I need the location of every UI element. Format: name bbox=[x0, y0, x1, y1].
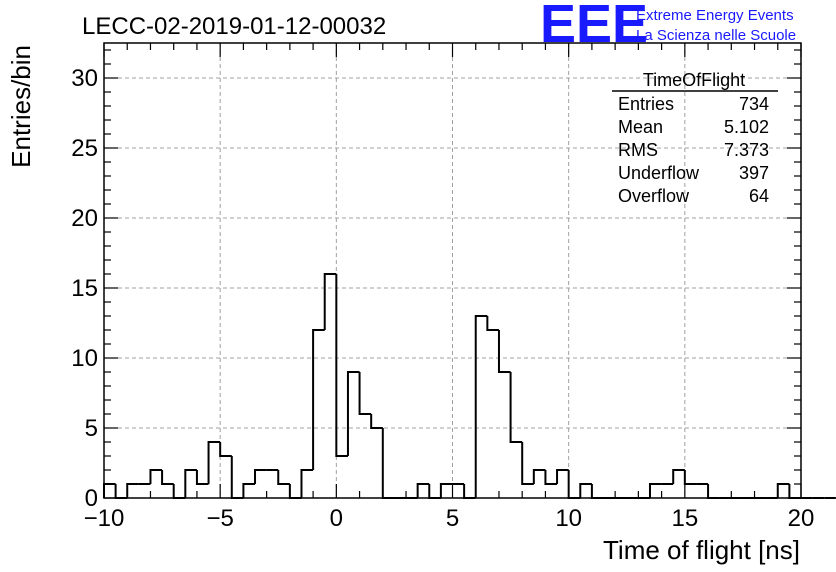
stats-row-value: 5.102 bbox=[724, 117, 769, 137]
histogram-bin bbox=[416, 483, 430, 498]
histogram-bin bbox=[346, 371, 360, 456]
x-tick-label: 5 bbox=[446, 505, 459, 532]
y-tick-label: 10 bbox=[71, 345, 98, 372]
histogram-bin bbox=[230, 456, 244, 499]
x-axis-label: Time of flight [ns] bbox=[603, 535, 800, 565]
histogram-bin bbox=[300, 469, 314, 498]
stats-row-value: 734 bbox=[739, 94, 769, 114]
x-tick-label: 10 bbox=[555, 505, 582, 532]
histogram-bin bbox=[439, 483, 453, 498]
stats-row-label: RMS bbox=[618, 140, 658, 160]
histogram-bin bbox=[184, 469, 197, 498]
histogram-bin bbox=[207, 441, 221, 484]
histogram-bin bbox=[579, 483, 592, 498]
histogram-bin bbox=[707, 484, 720, 499]
stats-box: TimeOfFlight Entries 734 Mean 5.102 RMS 7.373… bbox=[612, 70, 778, 206]
histogram-bin bbox=[474, 315, 488, 498]
stats-row-label: Mean bbox=[618, 117, 663, 137]
histogram-bin bbox=[509, 372, 523, 443]
stats-row-label: Overflow bbox=[618, 186, 690, 206]
histogram-bin bbox=[463, 484, 476, 499]
histogram-bin bbox=[381, 428, 395, 499]
stats-row-label: Entries bbox=[618, 94, 674, 114]
histogram-bin bbox=[103, 483, 116, 498]
stats-row-value: 7.373 bbox=[724, 140, 769, 160]
brand-line-1: Extreme Energy Events bbox=[636, 7, 794, 24]
stats-row-value: 64 bbox=[749, 186, 769, 206]
histogram-bin bbox=[161, 470, 174, 485]
y-tick-label: 5 bbox=[85, 415, 98, 442]
stats-rows: Entries 734 Mean 5.102 RMS 7.373 Underflow 397 O… bbox=[618, 94, 769, 206]
y-tick-label: 0 bbox=[85, 485, 98, 512]
histogram-bin bbox=[172, 484, 186, 499]
histogram-bin bbox=[149, 469, 163, 484]
histogram-bin bbox=[126, 483, 139, 498]
brand-line-2: La Scienza nelle Scuole bbox=[636, 27, 796, 44]
x-tick-label: 0 bbox=[330, 505, 343, 532]
tick-layer bbox=[103, 43, 802, 499]
grid-layer bbox=[104, 43, 801, 498]
tick-label-layer: −10 −5 0 5 10 15 20 0 5 10 15 20 25 30 bbox=[71, 65, 814, 532]
stats-row-value: 397 bbox=[739, 163, 769, 183]
histogram-bin bbox=[672, 469, 685, 484]
histogram-bin bbox=[277, 470, 290, 485]
histogram-bin bbox=[788, 484, 801, 499]
y-axis-label: Entries/bin bbox=[6, 45, 36, 168]
stats-row-label: Underflow bbox=[618, 163, 700, 183]
histogram-bin bbox=[288, 484, 302, 499]
histogram-bin bbox=[486, 316, 499, 331]
histogram-bin bbox=[323, 273, 337, 330]
x-tick-label: −10 bbox=[84, 505, 125, 532]
histogram-bin bbox=[497, 330, 511, 373]
histogram-bin bbox=[219, 442, 232, 457]
y-tick-label: 25 bbox=[71, 135, 98, 162]
histogram-bin bbox=[567, 470, 581, 499]
histogram-bin bbox=[428, 484, 441, 499]
histogram-bin bbox=[556, 469, 569, 484]
histogram-bin bbox=[648, 483, 662, 498]
histogram-bin bbox=[521, 442, 534, 485]
histogram-bin bbox=[590, 484, 604, 499]
histogram-bin bbox=[114, 484, 128, 499]
eee-logo: EEE bbox=[540, 0, 648, 54]
stats-title: TimeOfFlight bbox=[643, 70, 745, 90]
x-tick-label: 15 bbox=[671, 505, 698, 532]
histogram-bin bbox=[776, 483, 790, 498]
histogram-bin bbox=[370, 414, 383, 429]
histogram-bin bbox=[544, 470, 558, 485]
y-tick-label: 30 bbox=[71, 65, 98, 92]
y-tick-label: 20 bbox=[71, 205, 98, 232]
chart-title: LECC-02-2019-01-12-00032 bbox=[82, 13, 386, 40]
histogram-bin bbox=[532, 469, 546, 484]
x-tick-label: 20 bbox=[788, 505, 815, 532]
histogram-bin bbox=[335, 274, 348, 457]
histogram-bin bbox=[312, 329, 325, 470]
histogram-bin bbox=[242, 483, 256, 498]
histogram-bin bbox=[195, 470, 209, 485]
histogram-bin bbox=[358, 372, 372, 415]
x-tick-label: −5 bbox=[206, 505, 233, 532]
y-tick-label: 15 bbox=[71, 275, 98, 302]
histogram-bin bbox=[254, 469, 267, 484]
histogram-bin bbox=[683, 470, 697, 485]
